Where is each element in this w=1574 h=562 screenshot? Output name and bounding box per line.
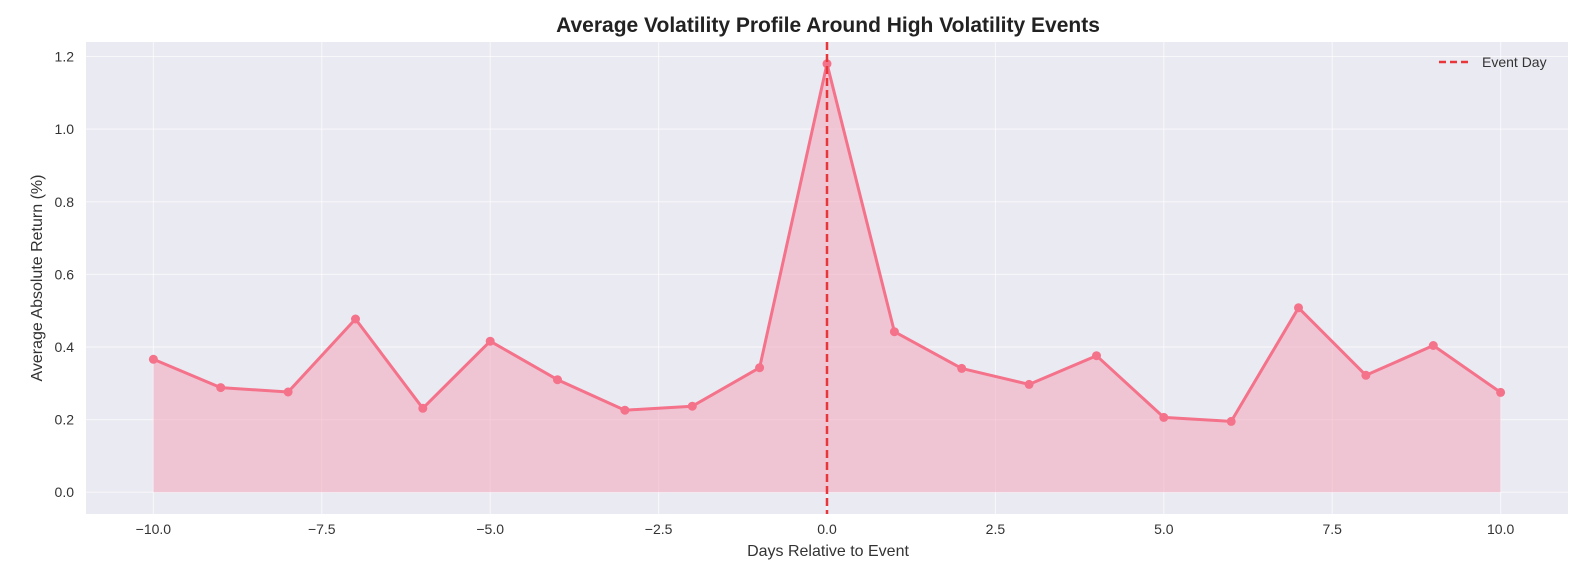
- y-axis-ticks: 0.0 0.2 0.4 0.6 0.8 1.0 1.2: [55, 49, 75, 501]
- data-point: [1159, 412, 1169, 422]
- x-tick-label: 10.0: [1487, 521, 1514, 537]
- x-tick-label: 0.0: [817, 521, 837, 537]
- data-point: [889, 327, 899, 337]
- data-point: [1024, 379, 1034, 389]
- y-tick-label: 1.2: [55, 49, 75, 65]
- x-axis-label: Days Relative to Event: [747, 543, 909, 560]
- data-point: [1092, 351, 1101, 361]
- x-tick-label: −10.0: [136, 521, 172, 537]
- y-tick-label: 0.4: [55, 339, 75, 355]
- x-tick-label: 5.0: [1154, 521, 1174, 537]
- y-tick-label: 0.8: [55, 194, 75, 210]
- y-tick-label: 0.2: [55, 412, 75, 428]
- data-point: [1428, 341, 1438, 350]
- x-tick-label: −7.5: [308, 521, 336, 537]
- data-point: [1361, 370, 1371, 380]
- data-points: [148, 59, 1506, 426]
- x-tick-label: −2.5: [645, 521, 673, 537]
- data-point: [620, 405, 630, 415]
- data-point: [351, 314, 360, 324]
- data-point: [216, 383, 226, 393]
- x-tick-label: −5.0: [476, 521, 504, 537]
- data-point: [755, 363, 765, 373]
- data-point: [687, 401, 697, 411]
- y-tick-label: 0.0: [55, 484, 75, 500]
- x-tick-label: 2.5: [986, 521, 1006, 537]
- data-point: [283, 387, 293, 397]
- data-point: [148, 354, 158, 364]
- chart-title: Average Volatility Profile Around High V…: [556, 14, 1100, 37]
- data-point: [418, 403, 428, 413]
- data-point: [957, 363, 967, 373]
- data-point: [1294, 303, 1303, 313]
- legend: Event Day: [1439, 54, 1547, 70]
- data-point: [1496, 387, 1506, 397]
- data-point: [1226, 416, 1236, 426]
- y-tick-label: 0.6: [55, 266, 75, 282]
- data-point: [485, 336, 495, 346]
- y-axis-label: Average Absolute Return (%): [29, 175, 46, 382]
- x-axis-ticks: −10.0 −7.5 −5.0 −2.5 0.0 2.5 5.0 7.5 10.0: [136, 521, 1515, 537]
- data-point: [822, 59, 832, 69]
- x-tick-label: 7.5: [1322, 521, 1342, 537]
- legend-event-day-label: Event Day: [1482, 54, 1547, 70]
- data-point: [553, 375, 562, 385]
- y-tick-label: 1.0: [55, 121, 75, 137]
